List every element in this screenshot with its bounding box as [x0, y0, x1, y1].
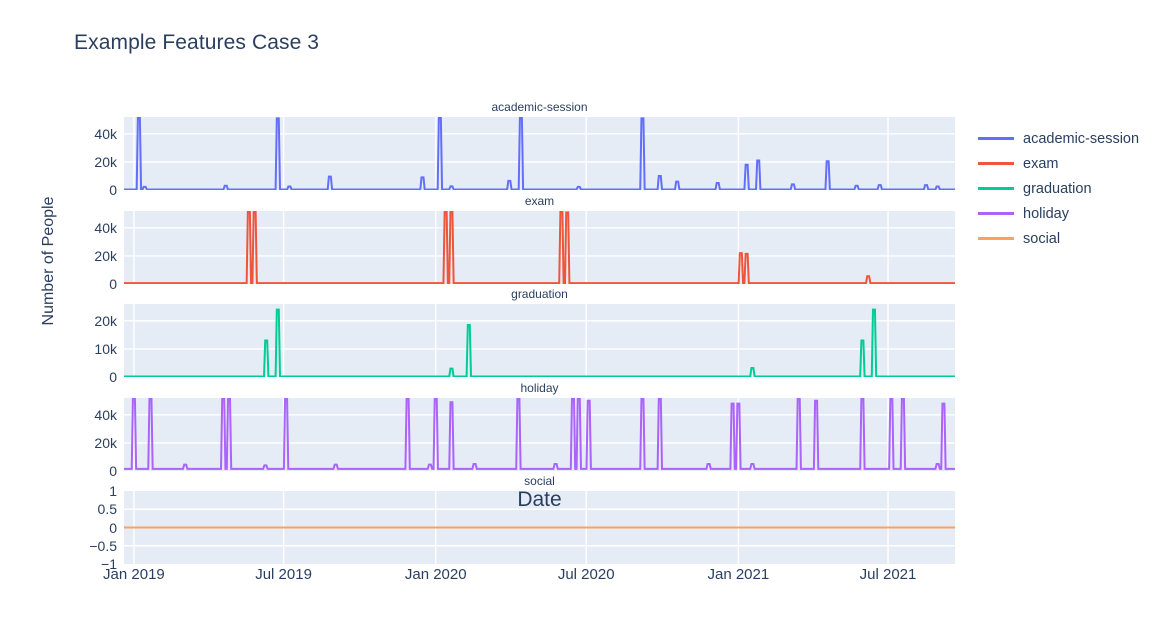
legend-item-academic-session[interactable]: academic-session	[978, 126, 1139, 151]
y-tick-label: 40k	[94, 219, 117, 236]
subplot-canvas-graduation	[124, 304, 955, 377]
y-tick-label: 40k	[94, 406, 117, 423]
subplot-canvas-holiday	[124, 398, 955, 471]
legend-swatch-icon	[978, 212, 1014, 215]
legend-item-exam[interactable]: exam	[978, 151, 1139, 176]
y-tick-label: 0	[109, 369, 117, 385]
legend-swatch-icon	[978, 162, 1014, 165]
subplot-title-exam: exam	[524, 194, 555, 208]
subplot-exam[interactable]	[124, 211, 955, 284]
x-tick-label: Jul 2020	[557, 566, 615, 583]
legend-label: exam	[1023, 155, 1059, 172]
y-axis-ticks-holiday: 0 20k 40k	[55, 398, 117, 478]
y-axis-ticks-social: 1 0.5 0 −0.5 −1	[55, 484, 117, 571]
page-title: Example Features Case 3	[74, 31, 320, 54]
y-tick-label: 20k	[94, 312, 117, 329]
x-tick-label: Jul 2019	[255, 566, 312, 583]
y-tick-label: 10k	[94, 340, 117, 357]
legend-swatch-icon	[978, 137, 1014, 140]
series-line-graduation	[124, 310, 955, 377]
subplot-title-holiday: holiday	[520, 381, 559, 395]
series-line-academic-session	[124, 117, 955, 189]
x-axis-title: Date	[517, 488, 562, 511]
y-tick-label: 1	[109, 483, 117, 499]
y-axis-ticks-academic-session: 0 20k 40k	[55, 117, 117, 197]
x-tick-label: Jul 2021	[859, 566, 917, 583]
legend-item-social[interactable]: social	[978, 226, 1139, 251]
subplot-academic-session[interactable]	[124, 117, 955, 190]
x-tick-label: Jan 2021	[707, 566, 770, 583]
subplot-holiday[interactable]	[124, 398, 955, 471]
y-tick-label: 20k	[94, 247, 117, 264]
y-tick-label: 0.5	[97, 501, 117, 518]
y-tick-label: −0.5	[89, 537, 117, 554]
series-line-exam	[124, 211, 955, 283]
y-tick-label: 0	[109, 276, 117, 292]
subplot-social[interactable]	[124, 491, 955, 564]
y-tick-label: 0	[109, 519, 117, 536]
legend-label: holiday	[1023, 205, 1069, 222]
legend-swatch-icon	[978, 237, 1014, 240]
y-tick-label: 20k	[94, 434, 117, 451]
legend-label: social	[1023, 230, 1061, 247]
subplot-canvas-exam	[124, 211, 955, 284]
x-tick-label: Jan 2019	[103, 566, 165, 583]
subplot-graduation[interactable]	[124, 304, 955, 377]
y-tick-label: 40k	[94, 125, 117, 142]
subplot-canvas-social	[124, 491, 955, 564]
subplot-title-social: social	[524, 474, 555, 488]
legend-label: graduation	[1023, 180, 1092, 197]
legend-item-holiday[interactable]: holiday	[978, 201, 1139, 226]
x-tick-label: Jan 2020	[404, 566, 467, 583]
series-line-holiday	[124, 398, 955, 469]
y-axis-ticks-graduation: 0 10k 20k	[55, 304, 117, 384]
y-tick-label: 0	[109, 463, 117, 479]
legend-swatch-icon	[978, 187, 1014, 190]
subplot-title-graduation: graduation	[511, 287, 568, 301]
y-axis-ticks-exam: 0 20k 40k	[55, 211, 117, 291]
subplot-title-academic-session: academic-session	[491, 100, 588, 114]
legend: academic-session exam graduation holiday soc…	[978, 126, 1139, 251]
y-tick-label: −1	[101, 556, 117, 572]
legend-item-graduation[interactable]: graduation	[978, 176, 1139, 201]
legend-label: academic-session	[1023, 130, 1140, 147]
y-tick-label: 0	[109, 182, 117, 198]
y-tick-label: 20k	[94, 153, 117, 170]
subplot-canvas-academic-session	[124, 117, 955, 190]
